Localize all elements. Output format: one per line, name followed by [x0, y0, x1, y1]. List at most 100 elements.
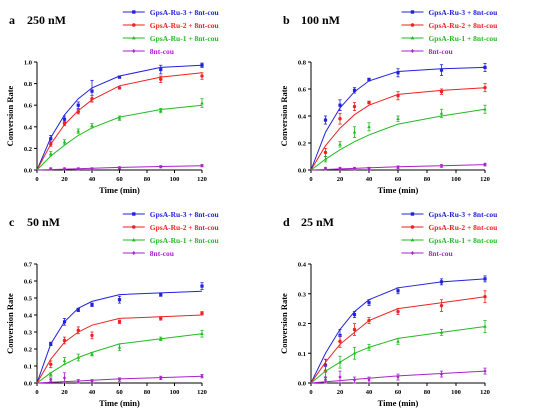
panel-title: 100 nM: [301, 13, 340, 27]
data-point: [200, 331, 204, 335]
x-tick-label: 60: [116, 389, 123, 396]
data-point: [158, 336, 163, 341]
legend-marker: [410, 23, 415, 27]
data-point: [62, 117, 67, 121]
x-tick-label: 100: [170, 389, 180, 396]
data-point: [76, 328, 80, 332]
x-tick-label: 80: [144, 176, 151, 183]
series-line: [310, 370, 486, 384]
series-line: [36, 314, 203, 384]
data-point: [90, 123, 94, 127]
chart-panel-d: d 25 nM 0.0 0.1 0.2 0.3 0.4 0 20 40 60 80 100 120 Time…: [279, 210, 497, 408]
data-point: [117, 86, 122, 90]
data-point: [159, 375, 163, 380]
data-point: [200, 63, 204, 67]
data-point: [117, 298, 122, 302]
data-point: [62, 121, 67, 126]
y-tick-label: 0.4: [24, 313, 33, 320]
data-point: [62, 338, 67, 343]
x-tick-label: 20: [337, 176, 344, 183]
y-tick-label: 0.7: [24, 262, 33, 269]
y-tick-label: 0.2: [298, 321, 306, 328]
data-point: [90, 167, 94, 171]
data-point: [323, 378, 328, 382]
x-tick-label: 80: [424, 176, 431, 183]
x-tick-label: 60: [395, 389, 402, 396]
series-1: [310, 62, 487, 171]
x-axis-label: Time (min): [99, 185, 140, 195]
data-point: [483, 324, 487, 328]
data-point: [439, 303, 444, 308]
y-tick-label: 0.2: [298, 141, 306, 148]
series-line: [36, 72, 203, 171]
y-axis-label: Conversion Rate: [279, 293, 289, 354]
series-4: [36, 372, 204, 384]
y-tick-label: 0.6: [298, 87, 307, 94]
data-point: [62, 375, 67, 380]
series-line: [36, 104, 203, 171]
data-point: [338, 339, 342, 344]
x-tick-label: 80: [424, 389, 431, 396]
data-point: [159, 293, 163, 297]
legend-marker: [131, 35, 136, 40]
y-tick-label: 0.5: [24, 296, 33, 303]
data-point: [338, 142, 342, 146]
legend-entry: 8nt-cou: [122, 47, 174, 56]
legend-label: GpsA-Ru-1 + 8nt-cou: [150, 236, 219, 245]
legend-label: GpsA-Ru-3 + 8nt-cou: [428, 210, 497, 219]
legend-label: GpsA-Ru-2 + 8nt-cou: [150, 223, 219, 232]
data-point: [396, 116, 400, 120]
data-point: [483, 107, 487, 111]
data-point: [338, 375, 342, 379]
data-point: [76, 308, 80, 312]
legend-entry: GpsA-Ru-2 + 8nt-cou: [401, 21, 497, 30]
y-tick-label: 0.0: [298, 381, 306, 388]
legend-marker: [132, 48, 136, 54]
x-tick-label: 0: [35, 389, 38, 396]
data-point: [200, 74, 204, 78]
y-axis-label: Conversion Rate: [5, 85, 15, 146]
legend-label: 8nt-cou: [428, 47, 452, 56]
data-point: [49, 142, 53, 146]
data-point: [117, 165, 122, 170]
data-point: [352, 312, 357, 317]
data-point: [396, 375, 400, 379]
data-point: [352, 88, 357, 92]
y-tick-label: 0.0: [24, 168, 32, 175]
data-point: [49, 362, 53, 366]
data-point: [76, 109, 80, 114]
y-axis-label: Conversion Rate: [5, 293, 15, 354]
x-tick-label: 120: [197, 389, 207, 396]
y-tick-label: 0.0: [298, 168, 306, 175]
y-tick-label: 0.1: [24, 364, 32, 371]
panel-letter: a: [9, 13, 15, 27]
data-point: [323, 157, 328, 161]
x-tick-label: 60: [395, 176, 402, 183]
data-point: [76, 355, 81, 359]
data-point: [338, 360, 342, 364]
data-point: [90, 352, 94, 356]
legend-marker: [410, 212, 415, 216]
legend-marker: [132, 10, 136, 14]
x-tick-label: 100: [451, 389, 461, 396]
legend-entry: GpsA-Ru-2 + 8nt-cou: [122, 223, 219, 232]
legend-label: GpsA-Ru-3 + 8nt-cou: [150, 8, 219, 17]
data-point: [367, 166, 371, 171]
x-tick-label: 60: [116, 176, 123, 183]
legend-marker: [410, 237, 415, 242]
data-point: [367, 378, 371, 382]
data-point: [159, 316, 163, 321]
data-point: [159, 164, 163, 169]
data-point: [48, 151, 53, 156]
legend-marker: [410, 48, 415, 54]
series-3: [36, 329, 204, 384]
legend-label: GpsA-Ru-1 + 8nt-cou: [428, 34, 497, 43]
x-tick-label: 0: [309, 176, 312, 183]
data-point: [367, 318, 371, 323]
data-point: [76, 103, 80, 107]
x-tick-label: 40: [89, 176, 96, 183]
legend-marker: [132, 212, 136, 216]
chart-panel-a: a 250 nM 0.0 0.2 0.4 0.6 0.8 1.0 0 20 40 60 80 100 120…: [5, 8, 219, 195]
data-point: [76, 129, 81, 133]
